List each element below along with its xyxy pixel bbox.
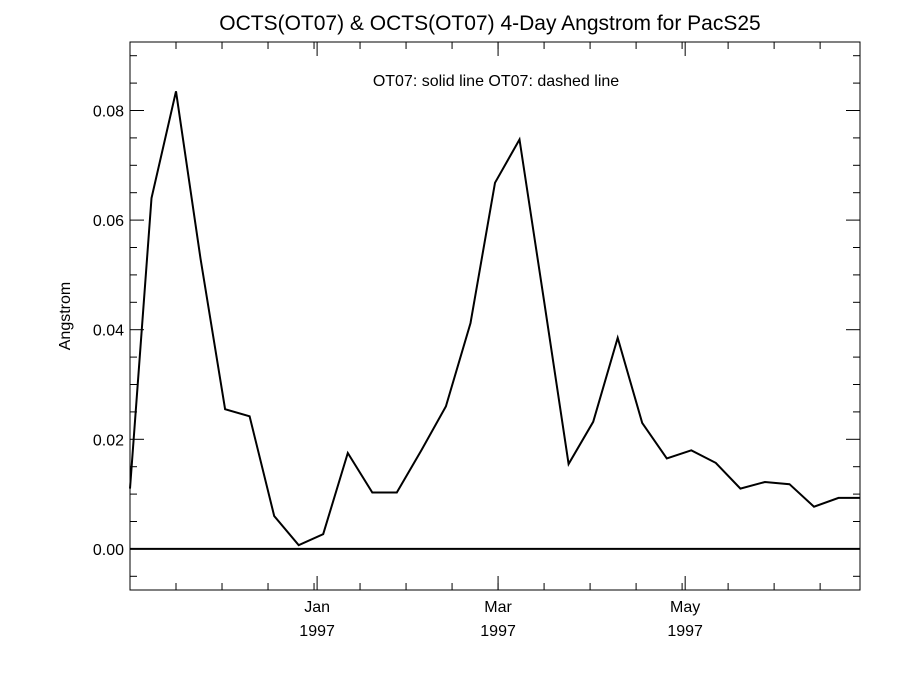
x-tick-label-month: May <box>670 599 700 616</box>
y-tick-label: 0.02 <box>93 432 124 449</box>
x-tick-label-month: Mar <box>484 599 512 616</box>
x-tick-label-year: 1997 <box>480 623 516 640</box>
y-tick-label: 0.08 <box>93 104 124 121</box>
series-line <box>129 91 860 547</box>
plot-frame <box>129 41 861 591</box>
x-tick-label-month: Jan <box>304 599 330 616</box>
y-axis: 0.00 0.02 0.04 0.06 0.08 <box>93 55 860 577</box>
chart-title: OCTS(OT07) & OCTS(OT07) 4-Day Angstrom f… <box>219 12 760 35</box>
legend-text: OT07: solid line OT07: dashed line <box>373 73 619 90</box>
y-tick-label: 0.00 <box>93 542 124 559</box>
series-group <box>129 91 860 547</box>
y-axis-label: Angstrom <box>57 282 74 350</box>
x-tick-label-year: 1997 <box>299 623 335 640</box>
x-axis: Jan 1997 Mar 1997 May 1997 <box>129 42 821 640</box>
x-tick-label-year: 1997 <box>667 623 703 640</box>
y-tick-label: 0.04 <box>93 323 124 340</box>
y-tick-label: 0.06 <box>93 213 124 230</box>
